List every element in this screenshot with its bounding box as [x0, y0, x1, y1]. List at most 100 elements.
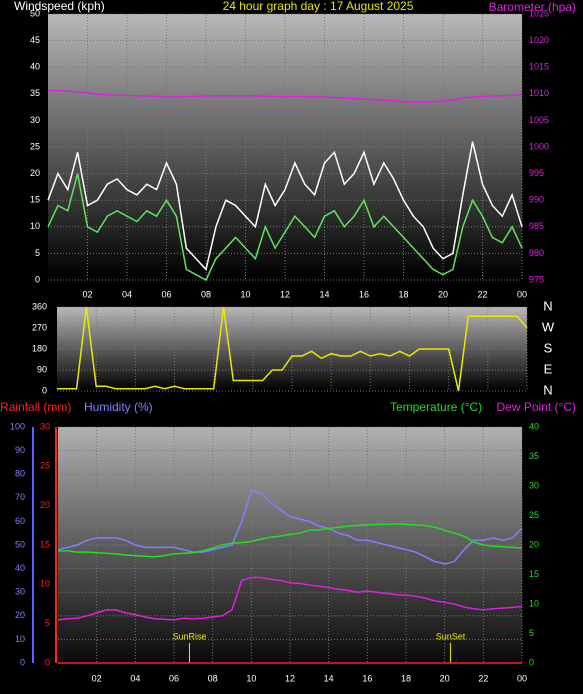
y-tick-label: 80	[15, 469, 25, 479]
x-tick-label: 16	[359, 289, 369, 299]
y-tick-label: 100	[10, 421, 25, 431]
y2-tick-label: 30	[529, 480, 539, 490]
y2-tick-label: 15	[529, 569, 539, 579]
x-tick-label: 12	[285, 673, 295, 683]
x-tick-label: 04	[130, 673, 140, 683]
y2-tick-label: N	[543, 382, 552, 397]
y3-tick-label: 25	[40, 461, 50, 471]
y-tick-label: 180	[32, 343, 47, 353]
y-tick-label: 50	[15, 539, 25, 549]
x-tick-label: 02	[92, 673, 102, 683]
y-tick-label: 5	[35, 248, 40, 258]
y3-tick-label: 30	[40, 421, 50, 431]
x-tick-label: 02	[82, 289, 92, 299]
barometer-axis-label: Barometer (hpa)	[489, 0, 576, 14]
series-line	[57, 306, 528, 392]
y-tick-label: 270	[32, 322, 47, 332]
y-tick-label: 40	[30, 62, 40, 72]
y3-tick-label: 15	[40, 539, 50, 549]
y-tick-label: 50	[30, 8, 40, 18]
x-tick-label: 06	[161, 289, 171, 299]
y3-tick-label: 10	[40, 579, 50, 589]
series-line	[57, 489, 523, 565]
series-line	[57, 576, 523, 621]
x-tick-label: 10	[246, 673, 256, 683]
series-line	[58, 523, 523, 558]
y2-tick-label: 35	[529, 451, 539, 461]
y2-tick-label: 10	[529, 598, 539, 608]
y-tick-label: 360	[32, 301, 47, 311]
y2-tick-label: 40	[529, 421, 539, 431]
y-tick-label: 0	[42, 385, 47, 395]
rain-label: Rainfall (mm)	[0, 400, 71, 414]
y2-tick-label: 20	[529, 539, 539, 549]
y2-tick-label: 985	[529, 221, 544, 231]
y-tick-label: 60	[15, 516, 25, 526]
x-tick-label: 06	[169, 673, 179, 683]
y2-tick-label: 995	[529, 168, 544, 178]
y2-tick-label: 5	[529, 628, 534, 638]
y2-tick-label: 975	[529, 274, 544, 284]
x-tick-label: 16	[362, 673, 372, 683]
y2-tick-label: 25	[529, 510, 539, 520]
y-tick-label: 30	[15, 587, 25, 597]
y2-tick-label: 1010	[529, 88, 549, 98]
series-line	[47, 141, 523, 271]
y2-tick-label: N	[543, 298, 552, 313]
x-tick-label: 00	[517, 289, 527, 299]
humidity-label: Humidity (%)	[84, 400, 153, 414]
y2-tick-label: 1015	[529, 62, 549, 72]
y-tick-label: 20	[15, 610, 25, 620]
dewpoint-label: Dew Point (°C)	[497, 400, 576, 414]
y-tick-label: 90	[37, 364, 47, 374]
y-tick-label: 0	[35, 274, 40, 284]
y2-tick-label: E	[544, 361, 553, 376]
y-tick-label: 10	[30, 221, 40, 231]
y-tick-label: 20	[30, 168, 40, 178]
y-tick-label: 15	[30, 195, 40, 205]
x-tick-label: 20	[438, 289, 448, 299]
annotation: SunSet	[436, 631, 466, 641]
x-tick-label: 20	[440, 673, 450, 683]
x-tick-label: 08	[201, 289, 211, 299]
y-tick-label: 25	[30, 141, 40, 151]
x-tick-label: 12	[280, 289, 290, 299]
x-tick-label: 14	[324, 673, 334, 683]
x-tick-label: 22	[477, 289, 487, 299]
y-tick-label: 90	[15, 445, 25, 455]
y2-tick-label: 1005	[529, 115, 549, 125]
y3-tick-label: 20	[40, 500, 50, 510]
y3-tick-label: 0	[45, 657, 50, 667]
y3-tick-label: 5	[45, 618, 50, 628]
x-tick-label: 14	[319, 289, 329, 299]
y2-tick-label: S	[544, 340, 553, 355]
x-tick-label: 22	[478, 673, 488, 683]
y2-tick-label: W	[542, 319, 555, 334]
x-tick-label: 08	[208, 673, 218, 683]
y2-tick-label: 1000	[529, 141, 549, 151]
x-tick-label: 18	[401, 673, 411, 683]
y2-tick-label: 980	[529, 248, 544, 258]
y-tick-label: 35	[30, 88, 40, 98]
y-tick-label: 10	[15, 634, 25, 644]
y2-tick-label: 990	[529, 195, 544, 205]
x-tick-label: 04	[122, 289, 132, 299]
series-line	[48, 89, 523, 104]
y-tick-label: 40	[15, 563, 25, 573]
y-tick-label: 45	[30, 35, 40, 45]
series-line	[47, 173, 523, 282]
x-tick-label: 10	[240, 289, 250, 299]
y-tick-label: 30	[30, 115, 40, 125]
y2-tick-label: 1020	[529, 35, 549, 45]
wind-axis-label: Windspeed (kph)	[14, 0, 105, 13]
y2-tick-label: 0	[529, 657, 534, 667]
annotation: SunRise	[172, 631, 206, 641]
y2-tick-label: 1025	[529, 8, 549, 18]
temperature-label: Temperature (°C)	[390, 400, 482, 414]
y-tick-label: 0	[20, 657, 25, 667]
y-tick-label: 70	[15, 492, 25, 502]
x-tick-label: 00	[517, 673, 527, 683]
x-tick-label: 18	[398, 289, 408, 299]
chart-title: 24 hour graph day : 17 August 2025	[223, 0, 414, 13]
